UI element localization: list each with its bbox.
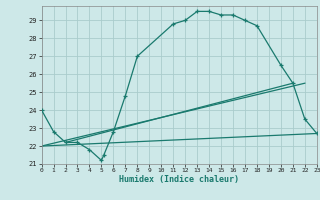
X-axis label: Humidex (Indice chaleur): Humidex (Indice chaleur) xyxy=(119,175,239,184)
